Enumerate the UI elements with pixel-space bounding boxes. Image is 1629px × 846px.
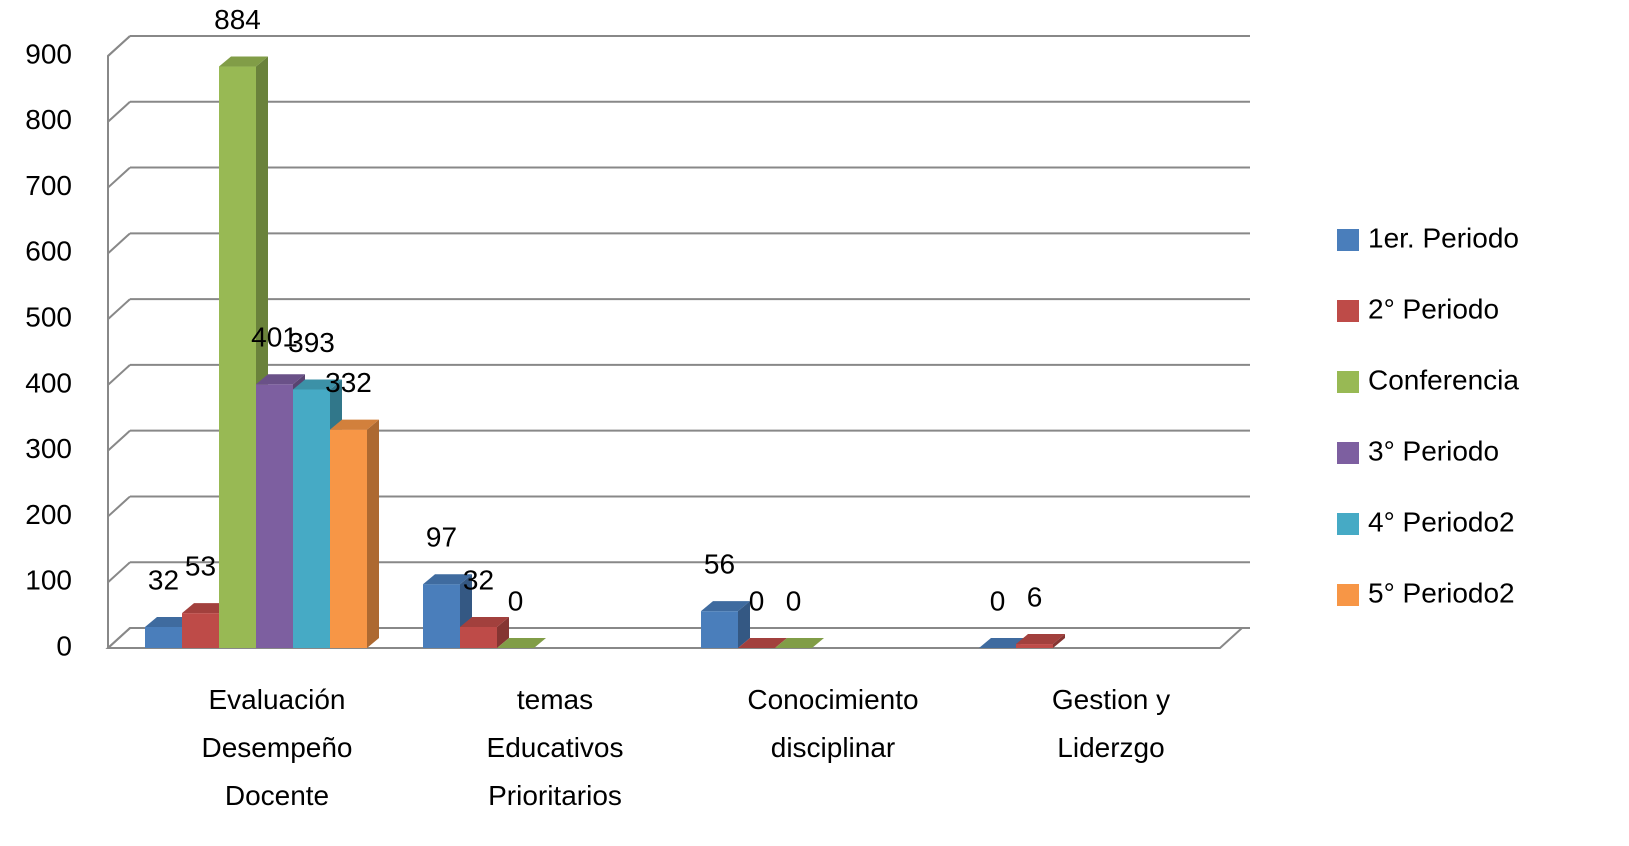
- legend-label: Conferencia: [1368, 364, 1519, 395]
- y-tick-label: 900: [25, 38, 72, 69]
- legend-swatch: [1337, 371, 1359, 393]
- bar: [1016, 634, 1065, 648]
- bar-front: [330, 429, 367, 648]
- bar-front: [423, 584, 460, 648]
- bar-top: [145, 616, 194, 627]
- legend-label: 2° Periodo: [1368, 293, 1499, 324]
- bar-top: [497, 638, 546, 648]
- grid-line-side: [107, 232, 131, 255]
- bar-top: [182, 603, 231, 614]
- value-label: 32: [463, 564, 494, 595]
- value-label: 0: [990, 585, 1006, 616]
- grid-line-side: [107, 298, 131, 320]
- value-label: 884: [214, 4, 261, 35]
- value-label: 32: [148, 564, 179, 595]
- bar-front: [293, 389, 330, 648]
- x-tick-label: Conocimiento disciplinar: [747, 684, 919, 763]
- bar: [979, 638, 1028, 648]
- legend-swatch: [1337, 229, 1359, 251]
- bar-top: [330, 419, 379, 430]
- bar-side: [497, 616, 509, 648]
- bar-top: [979, 638, 1028, 648]
- value-label: 97: [426, 522, 457, 553]
- legend-swatch: [1337, 442, 1359, 464]
- grid-line-side: [107, 101, 131, 123]
- bar: [330, 419, 379, 648]
- y-tick-label: 700: [25, 170, 72, 201]
- bar-side: [1053, 634, 1065, 648]
- y-tick-label: 500: [25, 302, 72, 333]
- bar-top: [738, 638, 787, 648]
- bar-front: [182, 613, 219, 648]
- y-tick-label: 300: [25, 433, 72, 464]
- grid-line-side: [107, 166, 131, 189]
- legend-swatch: [1337, 584, 1359, 606]
- y-tick-label: 0: [56, 630, 72, 661]
- bar: [738, 638, 787, 648]
- y-tick-label: 400: [25, 367, 72, 398]
- y-tick-label: 100: [25, 565, 72, 596]
- bar-top: [775, 638, 824, 648]
- y-tick-label: 800: [25, 104, 72, 135]
- bar-top: [219, 56, 268, 67]
- bar-top: [293, 379, 342, 390]
- grid-line-side: [107, 35, 131, 57]
- bar-top: [1016, 634, 1065, 645]
- value-label: 6: [1027, 581, 1043, 612]
- legend-label: 4° Periodo2: [1368, 506, 1515, 537]
- grid-line-side: [107, 627, 131, 649]
- x-tick-label: Evaluación Desempeño Docente: [201, 684, 353, 811]
- grid-line-side: [107, 429, 131, 452]
- grid-line-side: [107, 364, 131, 386]
- legend-label: 3° Periodo: [1368, 435, 1499, 466]
- bar-side: [367, 419, 379, 648]
- value-label: 332: [325, 367, 372, 398]
- value-label: 401: [251, 322, 298, 353]
- x-tick-label: Gestion y Liderzgo: [1051, 684, 1171, 763]
- value-label: 393: [288, 327, 335, 358]
- bar-front: [701, 611, 738, 648]
- bar-front: [145, 626, 182, 648]
- legend-label: 5° Periodo2: [1368, 577, 1515, 608]
- value-label: 0: [786, 585, 802, 616]
- value-label: 56: [704, 549, 735, 580]
- legend-swatch: [1337, 513, 1359, 535]
- legend-label: 1er. Periodo: [1368, 222, 1519, 253]
- bar-top: [256, 374, 305, 385]
- bar: [497, 638, 546, 648]
- bar-front: [256, 384, 293, 648]
- value-label: 53: [185, 551, 216, 582]
- value-label: 0: [508, 585, 524, 616]
- grid-line-side: [107, 495, 131, 518]
- x-tick-label: temas Educativos Prioritarios: [486, 684, 624, 811]
- bar-top: [423, 574, 472, 585]
- y-tick-label: 200: [25, 499, 72, 530]
- bar-front: [219, 66, 256, 649]
- bar: [775, 638, 824, 648]
- bar: [701, 601, 750, 648]
- bar-top: [701, 601, 750, 612]
- y-tick-label: 600: [25, 236, 72, 267]
- value-label: 0: [749, 585, 765, 616]
- side-wall: [107, 35, 131, 648]
- bar-front: [460, 626, 497, 648]
- bar-front: [1016, 644, 1053, 648]
- legend-swatch: [1337, 300, 1359, 322]
- bar: [460, 616, 509, 648]
- bar-side: [738, 601, 750, 648]
- bar-top: [460, 616, 509, 627]
- grid-line-side: [107, 561, 131, 583]
